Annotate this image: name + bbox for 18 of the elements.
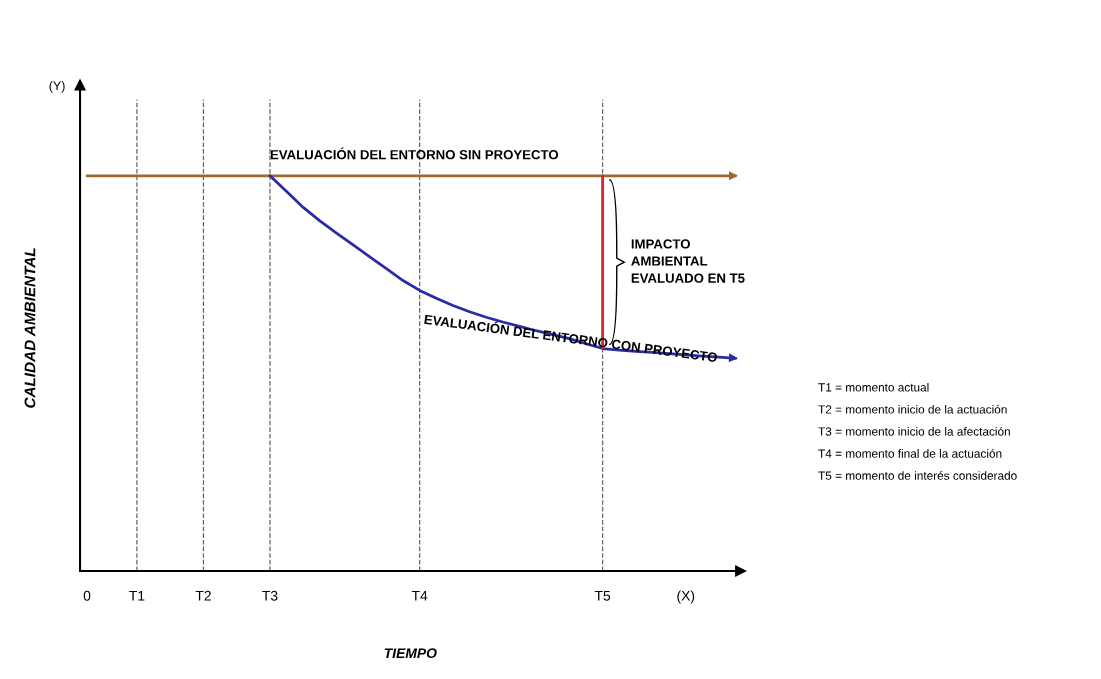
x-axis-title: TIEMPO: [384, 648, 437, 659]
x-tick-label: T4: [411, 590, 428, 601]
text: EVALUACIÓN DEL ENTORNO CON PROYECTO: [424, 312, 718, 363]
x-tick-label: (X): [677, 590, 695, 604]
annotation: IMPACTO AMBIENTAL EVALUADO EN T5: [631, 239, 745, 283]
x-tick-label: T3: [262, 590, 278, 601]
x-tick-label: T2: [195, 590, 211, 601]
text: (Y): [49, 81, 65, 93]
x-tick-label: T5: [594, 590, 611, 601]
x-tick-label: 0: [83, 590, 91, 601]
series-label: EVALUACIÓN DEL ENTORNO SIN PROYECTO: [270, 147, 559, 160]
x-tick-label: T1: [129, 590, 145, 601]
text: T3 = momento inicio de la afectación: [818, 426, 1010, 436]
text: T5 = momento de interés considerado: [818, 471, 1017, 480]
text: T4 = momento final de la actuación: [818, 448, 1002, 458]
y-axis-title: CALIDAD AMBIENTAL: [24, 248, 36, 408]
text: T2 = momento inicio de la actuación: [818, 404, 1007, 414]
text: T1 = momento actual: [818, 382, 929, 392]
